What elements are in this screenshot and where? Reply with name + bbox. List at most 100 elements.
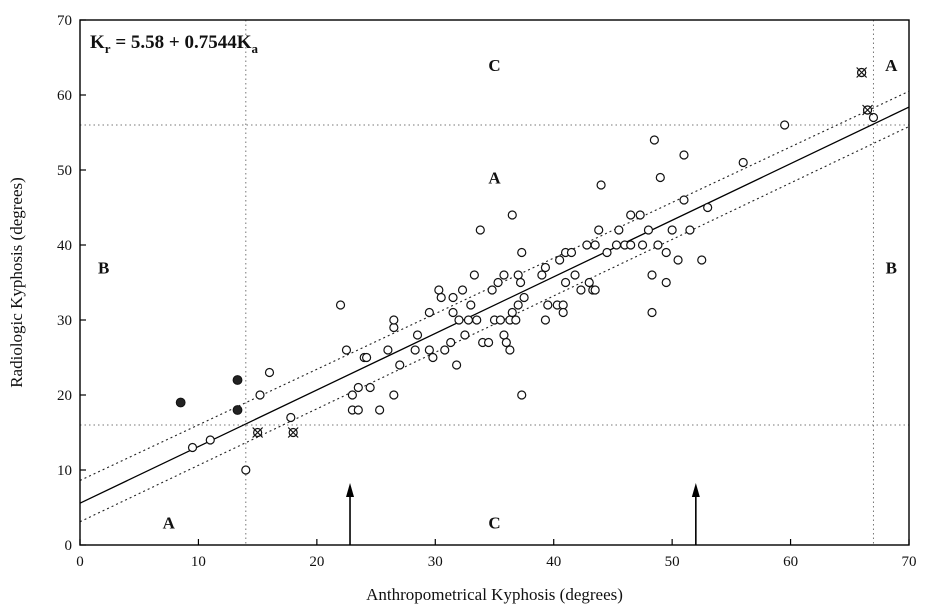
data-point xyxy=(582,240,592,250)
data-point xyxy=(685,225,695,235)
data-point xyxy=(602,247,612,258)
x-tick-label: 20 xyxy=(309,554,324,570)
data-point xyxy=(452,360,462,370)
axis-ticks: 0 10 20 30 40 50 60 70 0 10 20 30 40 50 60 70 xyxy=(57,13,917,570)
data-point xyxy=(635,210,645,220)
data-point xyxy=(513,270,523,280)
data-point xyxy=(463,315,474,325)
data-point xyxy=(469,270,479,280)
arrow-markers xyxy=(346,483,700,545)
reference-lines xyxy=(80,20,909,545)
regression-equation: Kr = 5.58 + 0.7544Ka xyxy=(90,32,259,56)
data-point xyxy=(241,465,251,475)
data-point-filled xyxy=(232,405,243,415)
axis-arrow-head xyxy=(346,483,355,497)
x-tick-label: 50 xyxy=(665,554,680,570)
y-tick-label: 40 xyxy=(57,238,72,254)
data-point xyxy=(255,390,265,400)
data-point xyxy=(448,292,458,303)
region-label: A xyxy=(488,169,501,188)
data-point xyxy=(868,112,879,123)
data-point xyxy=(519,292,529,303)
data-point xyxy=(555,255,565,265)
data-point xyxy=(475,225,485,235)
data-point xyxy=(428,352,438,363)
data-point xyxy=(679,150,689,160)
data-point xyxy=(383,345,393,355)
data-point xyxy=(679,195,689,205)
data-point xyxy=(537,270,547,280)
equation-rhs-subscript: a xyxy=(252,41,259,56)
data-point xyxy=(667,225,677,235)
data-point xyxy=(647,270,657,280)
x-tick-label: 70 xyxy=(902,554,917,570)
data-point xyxy=(353,382,363,393)
data-point xyxy=(653,240,663,250)
data-point xyxy=(335,300,346,310)
data-point xyxy=(511,315,521,325)
data-point xyxy=(361,352,372,363)
data-point-crossed xyxy=(856,67,868,78)
y-tick-label: 60 xyxy=(57,88,72,104)
x-tick-label: 0 xyxy=(76,554,84,570)
data-point xyxy=(187,442,198,453)
data-point xyxy=(499,330,509,340)
data-point xyxy=(611,240,622,250)
data-point xyxy=(576,285,586,295)
data-point xyxy=(365,382,375,393)
plot-area-frame xyxy=(79,19,910,546)
data-point xyxy=(643,225,654,235)
confidence-band-lower xyxy=(79,126,910,523)
data-point xyxy=(673,255,683,265)
data-point xyxy=(517,247,527,258)
data-point xyxy=(614,225,624,235)
data-point xyxy=(507,210,517,220)
data-point xyxy=(472,315,482,325)
axis-arrow-head xyxy=(691,483,700,497)
x-tick-label: 40 xyxy=(546,554,561,570)
data-point-crossed xyxy=(287,427,299,438)
y-tick-label: 20 xyxy=(57,388,72,404)
data-point xyxy=(448,307,458,318)
data-point xyxy=(517,390,527,400)
data-point xyxy=(558,300,568,310)
data-point xyxy=(501,337,511,348)
data-point xyxy=(347,390,357,400)
data-point xyxy=(434,285,444,295)
data-point-cross-stroke xyxy=(856,67,868,78)
data-point xyxy=(375,405,385,415)
x-tick-label: 30 xyxy=(428,554,443,570)
axis-arrow xyxy=(691,483,700,545)
y-tick-label: 50 xyxy=(57,163,72,179)
data-point xyxy=(483,337,494,348)
data-point xyxy=(507,307,517,318)
region-label: B xyxy=(98,259,109,278)
data-point xyxy=(637,240,648,250)
data-point xyxy=(626,210,636,220)
data-point xyxy=(661,277,671,288)
data-point xyxy=(493,277,503,288)
x-tick-label: 60 xyxy=(783,554,798,570)
y-tick-label: 70 xyxy=(57,13,72,29)
data-point xyxy=(466,300,476,310)
data-point-filled xyxy=(175,397,186,408)
equation-lhs-subscript: r xyxy=(105,41,111,56)
data-point xyxy=(647,307,657,318)
data-point xyxy=(649,135,659,145)
data-point xyxy=(395,360,405,370)
data-point xyxy=(590,285,600,295)
equation-lhs: K xyxy=(90,32,105,53)
data-point xyxy=(584,277,594,288)
data-point xyxy=(436,292,446,303)
data-point xyxy=(570,270,580,280)
data-point xyxy=(389,322,399,333)
axis-arrow xyxy=(346,483,355,545)
data-point-crossed xyxy=(862,104,873,116)
confidence-band-upper xyxy=(79,90,910,481)
regression-line xyxy=(79,106,910,504)
data-point xyxy=(495,315,506,325)
y-tick-label: 0 xyxy=(65,538,73,554)
x-axis-title: Anthropometrical Kyphosis (degrees) xyxy=(366,585,623,604)
